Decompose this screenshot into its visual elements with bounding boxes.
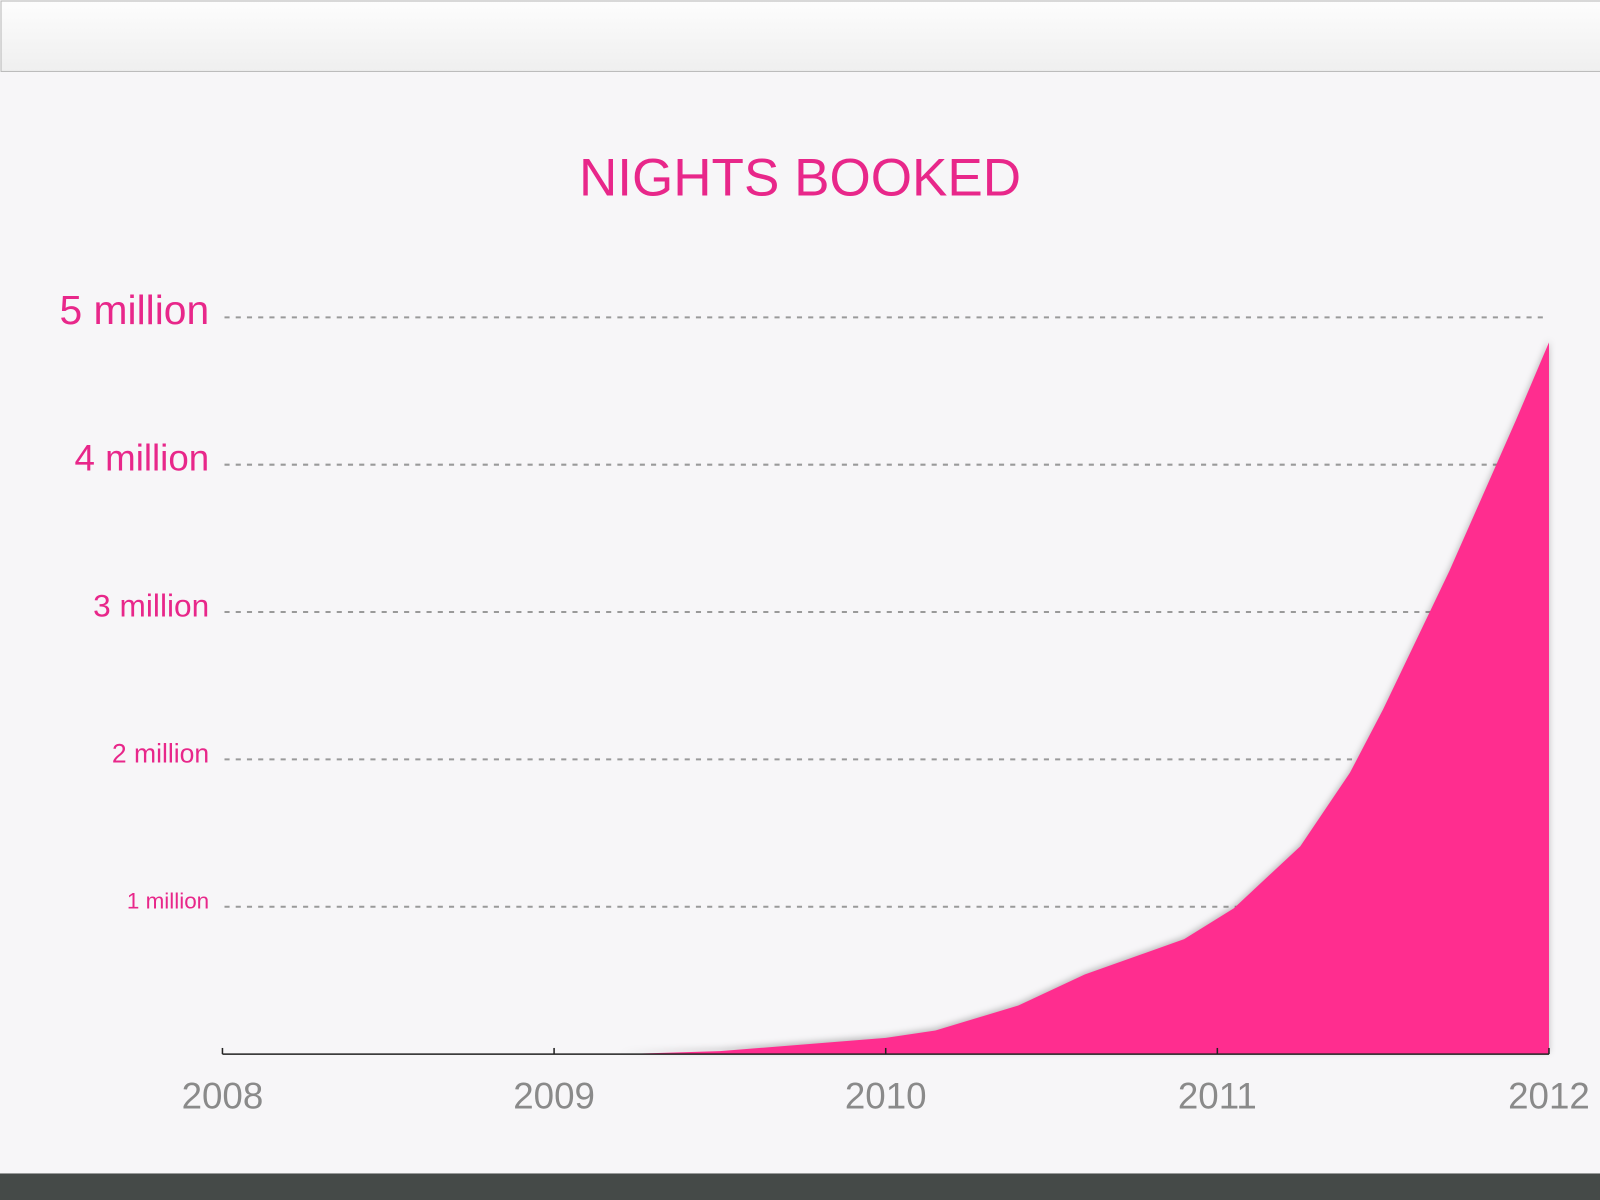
top-bar [0, 0, 1600, 72]
y-tick-label: 3 million [93, 587, 209, 623]
y-tick-label: 4 million [74, 437, 209, 478]
y-tick-label: 2 million [112, 738, 209, 768]
bottom-bar [0, 1173, 1600, 1200]
x-tick-label: 2012 [1508, 1076, 1590, 1117]
area [222, 342, 1549, 1055]
x-tick-label: 2010 [845, 1076, 927, 1117]
x-tick-label: 2008 [182, 1076, 264, 1117]
y-tick-label: 5 million [60, 287, 210, 333]
x-tick-label: 2009 [513, 1076, 595, 1117]
y-tick-label: 1 million [127, 889, 209, 914]
chart-title: NIGHTS BOOKED [579, 149, 1021, 208]
x-tick-label: 2011 [1178, 1076, 1257, 1117]
